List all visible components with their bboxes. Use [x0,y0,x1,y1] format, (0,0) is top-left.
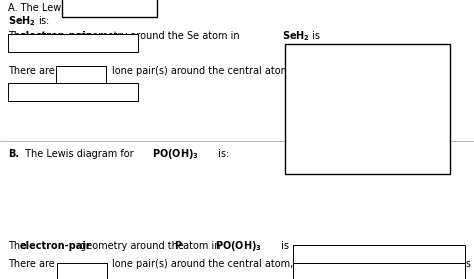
Text: is: is [424,66,435,76]
Text: is: is [278,241,289,251]
Text: $\mathbf{PO(OH)_3}$: $\mathbf{PO(OH)_3}$ [397,257,444,271]
Text: is: is [309,31,320,41]
Text: is: is [460,259,471,269]
Text: $\mathbf{SeH_2}$: $\mathbf{SeH_2}$ [282,29,310,43]
Text: lone pair(s) around the central atom, so the geometry of: lone pair(s) around the central atom, so… [112,66,392,76]
Bar [57,263,107,279]
Text: The: The [8,241,29,251]
Text: :$\ddot{\mathrm{O}}$:: :$\ddot{\mathrm{O}}$: [359,74,375,89]
Bar [56,66,106,84]
Text: P: P [365,107,371,117]
Text: $\mathbf{SeH_2}$ is:: $\mathbf{SeH_2}$ is: [8,14,50,28]
Text: H$-\ddot{\mathrm{O}}-$: H$-\ddot{\mathrm{O}}-$ [310,104,346,119]
Text: electron-pair: electron-pair [20,31,91,41]
Text: B.: B. [8,149,19,159]
Text: P: P [174,241,181,251]
Text: atom in: atom in [180,241,224,251]
Bar [62,0,157,17]
Text: $\mathbf{PO(OH)_3}$: $\mathbf{PO(OH)_3}$ [215,239,262,253]
Bar [293,263,465,279]
Text: There are: There are [8,259,55,269]
Text: There are: There are [8,66,55,76]
Text: lone pair(s) around the central atom, so the geometry of: lone pair(s) around the central atom, so… [112,259,392,269]
Text: $\mathbf{SeH_2}$: $\mathbf{SeH_2}$ [398,64,426,78]
Text: is:: is: [215,149,229,159]
Text: $-\ddot{\mathrm{O}}-$H: $-\ddot{\mathrm{O}}-$H [387,104,426,119]
Text: geometry around the: geometry around the [77,241,187,251]
Text: :$\ddot{\mathrm{O}}$:: :$\ddot{\mathrm{O}}$: [359,134,375,149]
Text: electron-pair: electron-pair [20,241,91,251]
Text: The Lewis diagram for: The Lewis diagram for [22,149,137,159]
Bar [285,44,450,174]
Text: geometry around the Se atom in: geometry around the Se atom in [77,31,243,41]
Text: H$-\mathbf{\ddot{S}e}-$H: H$-\mathbf{\ddot{S}e}-$H [78,0,141,13]
Bar [293,245,465,263]
Text: The: The [8,31,29,41]
Text: A. The Lewis diagram for: A. The Lewis diagram for [8,3,129,13]
Text: $\mathbf{PO(OH)_3}$: $\mathbf{PO(OH)_3}$ [152,147,199,161]
Text: H: H [365,163,371,173]
Bar [8,83,138,101]
Bar [8,34,138,52]
